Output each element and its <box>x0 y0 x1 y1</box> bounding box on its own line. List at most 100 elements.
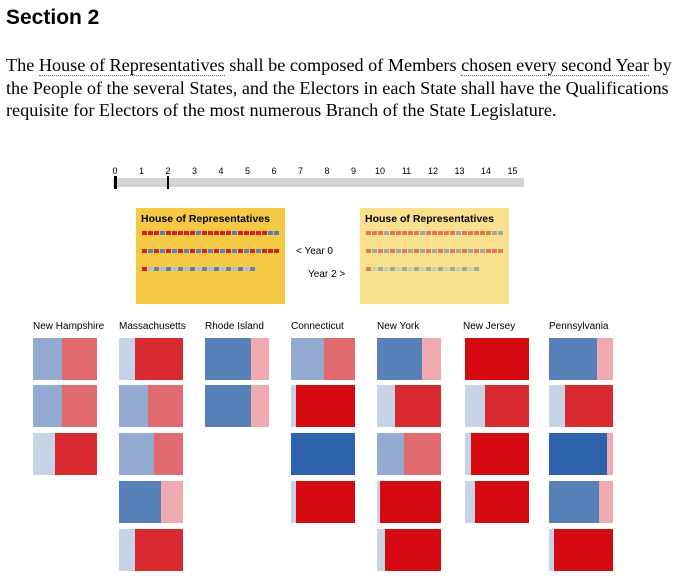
house-seat <box>184 267 189 271</box>
house-seat <box>262 231 267 235</box>
house-seat <box>196 267 201 271</box>
timeline-tick-label: 14 <box>480 166 491 176</box>
party-share-segment <box>465 385 486 427</box>
state-delegation-box[interactable] <box>33 385 97 427</box>
house-seat <box>274 249 279 253</box>
party-share-segment <box>377 529 385 571</box>
party-share-segment <box>205 338 252 380</box>
house-seat <box>426 249 431 253</box>
party-share-segment <box>465 338 529 380</box>
house-seat <box>408 231 413 235</box>
house-seat <box>420 249 425 253</box>
house-seat <box>184 249 189 253</box>
state-name-label: Rhode Island <box>205 321 264 332</box>
state-delegation-box[interactable] <box>377 338 441 380</box>
timeline-tick-label: 8 <box>324 166 330 176</box>
house-seat <box>396 267 401 271</box>
state-delegation-box[interactable] <box>33 338 97 380</box>
house-seat <box>142 231 147 235</box>
house-seat <box>498 231 503 235</box>
prev-year-link[interactable]: < Year 0 <box>296 246 333 257</box>
party-share-segment <box>251 385 269 427</box>
house-seat <box>184 231 189 235</box>
house-seat <box>474 231 479 235</box>
party-share-segment <box>549 529 555 571</box>
house-seat <box>214 267 219 271</box>
house-of-representatives-link[interactable]: House of Representatives <box>38 55 225 76</box>
party-share-segment <box>147 385 183 427</box>
party-share-segment <box>549 385 565 427</box>
house-seat <box>378 231 383 235</box>
house-seat <box>232 267 237 271</box>
chosen-every-second-year-link[interactable]: chosen every second Year <box>461 55 649 76</box>
state-delegation-box[interactable] <box>549 481 613 523</box>
house-seat <box>390 231 395 235</box>
passage-text: by the People of the several States, and… <box>6 55 672 120</box>
state-delegation-box[interactable] <box>549 433 613 475</box>
party-share-segment <box>154 433 183 475</box>
house-seat <box>178 249 183 253</box>
party-share-segment <box>119 529 135 571</box>
house-seat <box>492 249 497 253</box>
house-seat <box>498 249 503 253</box>
state-delegation-box[interactable] <box>119 338 183 380</box>
state-delegation-box[interactable] <box>549 529 613 571</box>
house-panel-next[interactable]: House of Representatives <box>360 208 509 304</box>
house-seat <box>214 231 219 235</box>
party-share-segment <box>61 338 97 380</box>
party-share-segment <box>377 481 381 523</box>
house-seat <box>244 267 249 271</box>
house-seat <box>250 249 255 253</box>
state-delegation-box[interactable] <box>291 385 355 427</box>
next-year-link[interactable]: Year 2 > <box>308 269 346 280</box>
party-share-segment <box>33 385 62 427</box>
state-delegation-box[interactable] <box>119 385 183 427</box>
house-seat <box>142 267 147 271</box>
state-delegation-box[interactable] <box>465 385 529 427</box>
house-seat <box>256 231 261 235</box>
passage-text: The <box>6 55 39 75</box>
house-seat <box>420 267 425 271</box>
house-seat <box>474 267 479 271</box>
house-seat <box>220 267 225 271</box>
house-seat <box>378 249 383 253</box>
house-seat <box>196 231 201 235</box>
house-seat <box>166 267 171 271</box>
state-delegation-box[interactable] <box>291 433 355 475</box>
party-share-segment <box>549 433 607 475</box>
state-delegation-box[interactable] <box>33 433 97 475</box>
party-share-segment <box>485 385 529 427</box>
house-seat <box>244 249 249 253</box>
house-seat <box>456 267 461 271</box>
house-seat <box>190 267 195 271</box>
state-delegation-box[interactable] <box>205 338 269 380</box>
state-delegation-box[interactable] <box>377 385 441 427</box>
timeline-slider[interactable] <box>113 178 524 187</box>
state-delegation-box[interactable] <box>119 529 183 571</box>
party-share-segment <box>377 433 404 475</box>
state-delegation-box[interactable] <box>205 385 269 427</box>
house-panel-current[interactable]: House of Representatives <box>136 208 285 304</box>
state-delegation-box[interactable] <box>377 529 441 571</box>
state-delegation-box[interactable] <box>291 481 355 523</box>
state-delegation-box[interactable] <box>549 385 613 427</box>
state-delegation-box[interactable] <box>549 338 613 380</box>
house-seat <box>166 249 171 253</box>
state-delegation-box[interactable] <box>465 433 529 475</box>
house-seat <box>172 249 177 253</box>
state-delegation-box[interactable] <box>119 433 183 475</box>
house-seat <box>390 249 395 253</box>
party-share-segment <box>205 385 252 427</box>
state-delegation-box[interactable] <box>377 481 441 523</box>
state-delegation-box[interactable] <box>377 433 441 475</box>
state-delegation-box[interactable] <box>291 338 355 380</box>
state-delegation-box[interactable] <box>119 481 183 523</box>
state-delegation-box[interactable] <box>465 481 529 523</box>
house-seat <box>190 231 195 235</box>
state-delegation-box[interactable] <box>465 338 529 380</box>
house-seat <box>250 231 255 235</box>
party-share-segment <box>465 433 472 475</box>
house-seat <box>420 231 425 235</box>
house-seat <box>148 249 153 253</box>
house-seat <box>372 249 377 253</box>
